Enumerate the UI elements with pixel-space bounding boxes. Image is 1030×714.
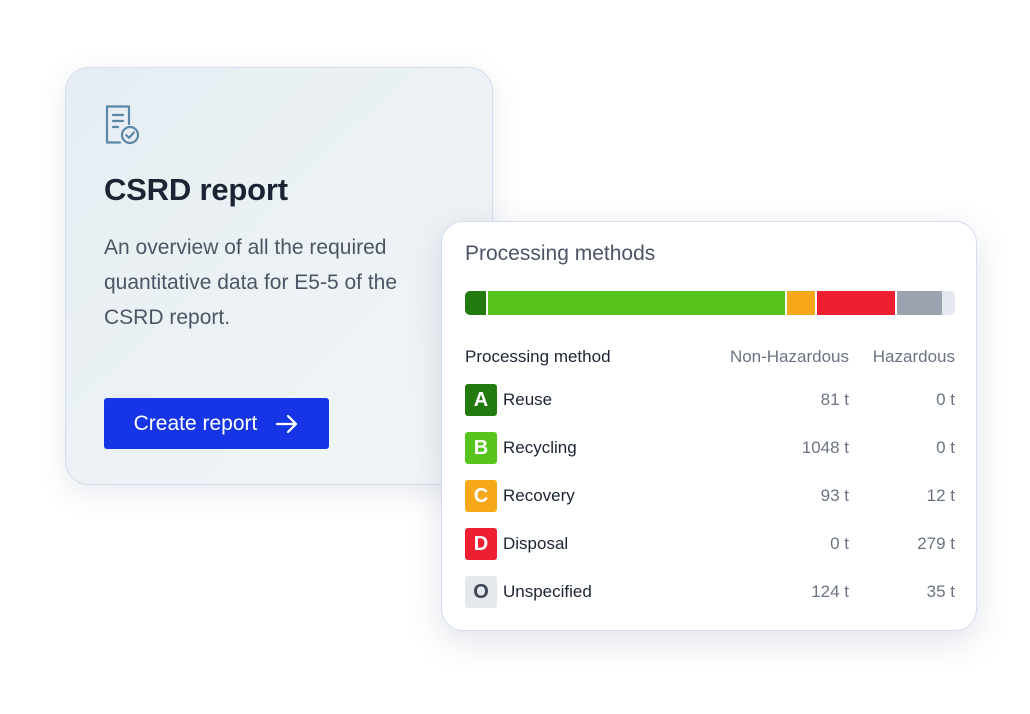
table-row: B Recycling 1048 t 0 t [465, 432, 955, 480]
hazardous-value: 12 t [926, 486, 955, 505]
method-code-badge: D [465, 528, 497, 560]
table-row: A Reuse 81 t 0 t [465, 384, 955, 432]
create-report-label: Create report [133, 411, 258, 435]
method-code-badge: C [465, 480, 497, 512]
non-hazardous-value: 1048 t [801, 438, 849, 457]
method-code-badge: O [465, 576, 497, 608]
header-non-hazardous: Non-Hazardous [729, 347, 849, 366]
hazardous-value: 0 t [936, 390, 955, 409]
processing-title: Processing methods [465, 242, 656, 265]
non-hazardous-value: 81 t [820, 390, 849, 409]
bar-segment-unspecified [896, 291, 942, 315]
non-hazardous-value: 0 t [830, 534, 849, 553]
method-label: Disposal [503, 534, 569, 553]
table-row: C Recovery 93 t 12 t [465, 480, 955, 528]
arrow-right-icon [276, 414, 298, 433]
bar-segment-disposal [817, 291, 897, 315]
card-description: An overview of all the required quantita… [104, 236, 398, 329]
header-hazardous: Hazardous [872, 347, 955, 366]
method-label: Reuse [503, 390, 553, 409]
bar-segment-recovery [787, 291, 818, 315]
method-label: Unspecified [503, 582, 592, 601]
table-row: O Unspecified 124 t 35 t [465, 576, 955, 624]
hazardous-value: 0 t [936, 438, 955, 457]
method-label: Recovery [503, 486, 575, 505]
table-row: D Disposal 0 t 279 t [465, 528, 955, 576]
create-report-button[interactable]: Create report [104, 398, 329, 449]
hazardous-value: 279 t [917, 534, 955, 553]
table-body: A Reuse 81 t 0 t B Recycling 1048 t 0 t C Recover… [465, 384, 955, 624]
header-processing-method: Processing method [465, 347, 611, 366]
method-code-badge: A [465, 384, 497, 416]
method-label: Recycling [503, 438, 577, 457]
hazardous-value: 35 t [926, 582, 955, 601]
bar-segment-reuse [465, 291, 489, 315]
bar-segment-recycling [488, 291, 788, 315]
method-code-badge: B [465, 432, 497, 464]
report-check-icon [105, 105, 140, 145]
processing-stacked-bar [465, 291, 955, 315]
table-header: Processing method Non-Hazardous Hazardou… [465, 347, 955, 369]
card-title: CSRD report [104, 172, 288, 207]
non-hazardous-value: 124 t [811, 582, 849, 601]
csrd-report-card: CSRD report An overview of all the requi… [65, 67, 493, 485]
processing-methods-card: Processing methods Processing method Non… [441, 221, 977, 631]
non-hazardous-value: 93 t [820, 486, 849, 505]
